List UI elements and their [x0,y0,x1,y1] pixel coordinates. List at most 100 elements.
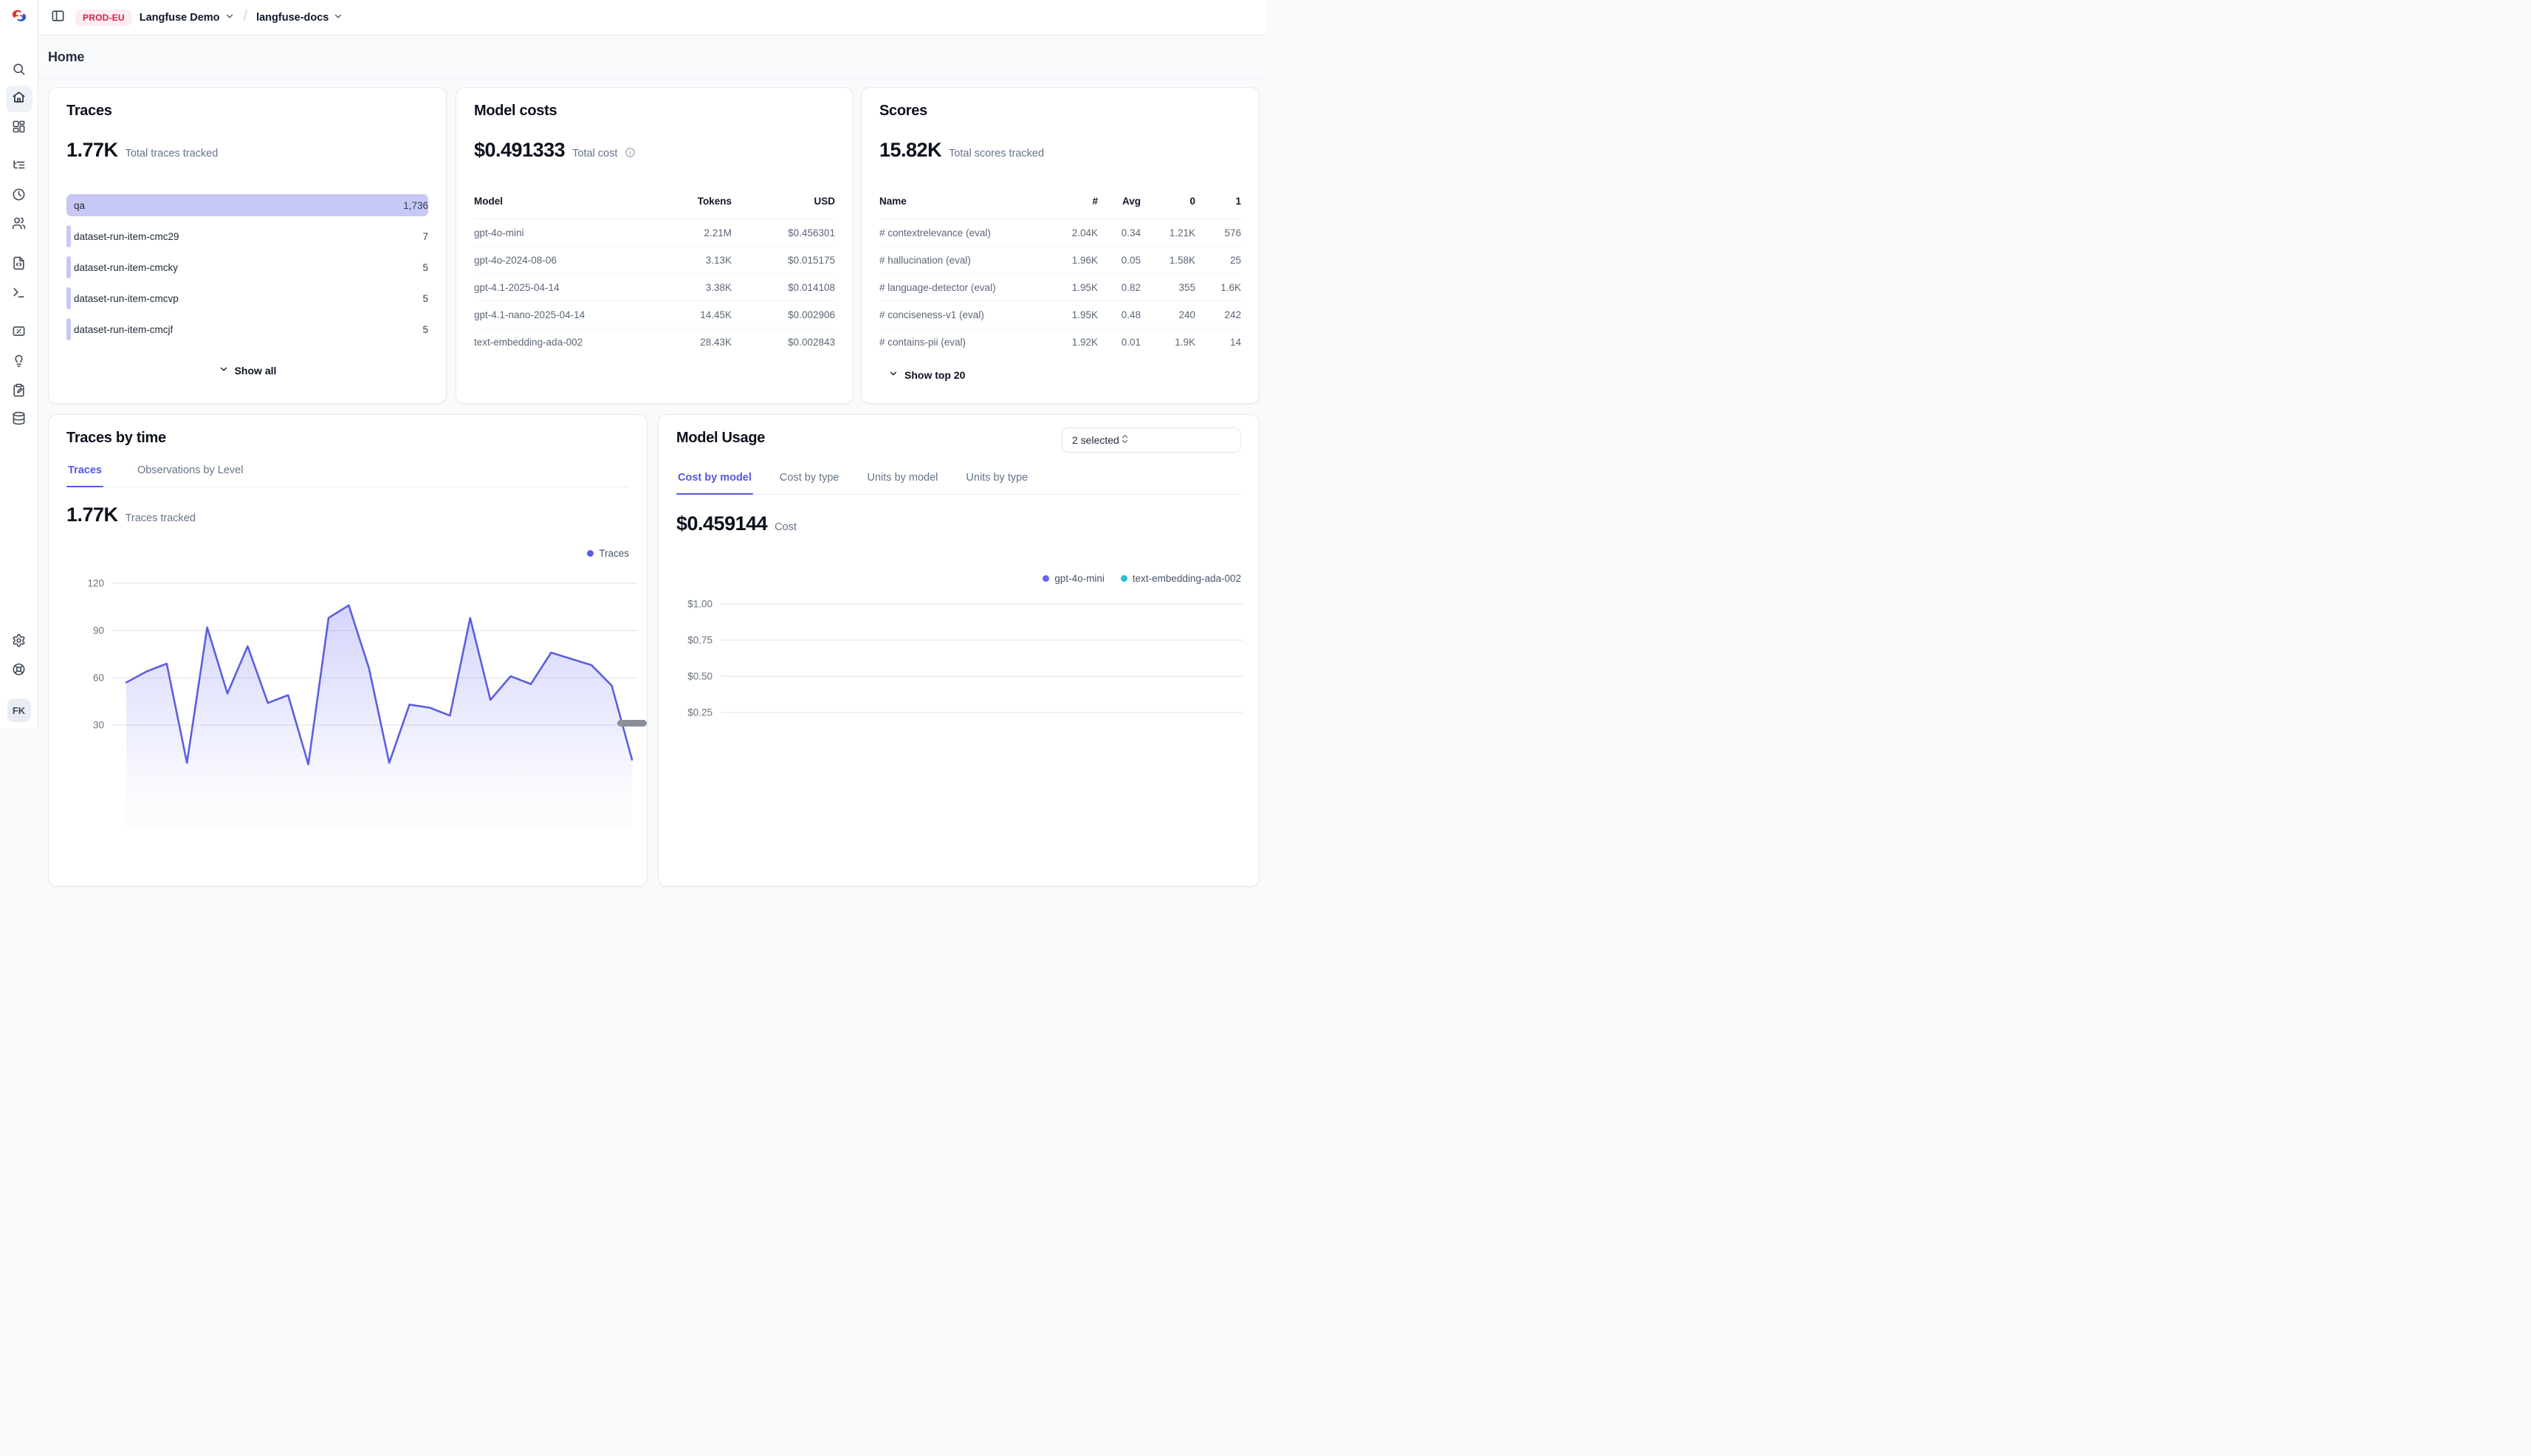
column-header: Tokens [697,196,732,207]
chevron-down-icon [219,364,229,377]
column-header: USD [814,196,835,207]
model-usage-tabs: Cost by model Cost by type Units by model U… [676,472,1241,495]
sidebar-item-database[interactable] [6,407,32,433]
search-icon [12,62,26,80]
panel-left-icon [51,9,65,27]
tab-observations-by-level[interactable]: Observations by Level [136,464,244,487]
sidebar-item-support[interactable] [6,658,32,684]
sidebar-item-annotation[interactable] [6,349,32,376]
table-cell: 576 [1224,227,1241,238]
table-cell: 1.92K [1071,337,1098,348]
bar-label: dataset-run-item-cmcky [74,261,179,273]
sidebar-item-sessions[interactable] [6,183,32,210]
total-cost-metric: $0.491333 [474,139,566,161]
sidebar-item-evaluation[interactable] [6,320,32,346]
table-row: text-embedding-ada-002 28.43K $0.002843 [474,329,835,356]
bar-fill [66,194,428,216]
sidebar: FK [0,0,38,728]
legend-item: text-embedding-ada-002 [1120,573,1241,584]
bar-fill [66,256,71,278]
scores-card: Scores 15.82K Total scores tracked Name #… [861,87,1260,404]
column-header: # [1092,196,1098,207]
table-cell: 2.21M [704,227,732,238]
trace-bar-row: dataset-run-item-cmcvp 5 [66,287,428,309]
table-cell: 1.6K [1220,281,1241,293]
sidebar-item-settings[interactable] [6,629,32,656]
bar-label: qa [74,199,86,211]
table-cell: text-embedding-ada-002 [474,337,583,348]
horizontal-scrollbar-thumb[interactable] [617,720,647,727]
table-cell: gpt-4.1-2025-04-14 [474,281,560,293]
column-header: Avg [1122,196,1141,207]
sidebar-item-tracing[interactable] [6,154,32,180]
tab-units-by-type[interactable]: Units by type [964,472,1029,494]
page-title: Home [48,49,85,64]
clock-icon [12,188,26,205]
tab-units-by-model[interactable]: Units by model [866,472,940,494]
tab-cost-by-model[interactable]: Cost by model [676,472,753,495]
sidebar-item-datasets[interactable] [6,379,32,405]
table-cell: 1.96K [1071,254,1098,266]
model-select[interactable]: 2 selected [1062,427,1241,453]
table-row: gpt-4.1-nano-2025-04-14 14.45K $0.002906 [474,301,835,329]
table-cell: 1.9K [1175,337,1195,348]
table-row: # language-detector (eval) 1.95K 0.82 355 1.… [879,274,1241,301]
project-switcher[interactable]: langfuse-docs [256,11,343,24]
lightbulb-icon [12,354,26,371]
sidebar-item-playground[interactable] [6,281,32,308]
home-icon [12,90,26,108]
trace-bar-row: dataset-run-item-cmc29 7 [66,225,428,247]
org-name: Langfuse Demo [139,11,220,24]
avatar[interactable]: FK [7,698,31,722]
toggle-sidebar-button[interactable] [47,7,68,28]
gear-icon [12,633,26,651]
sidebar-item-prompts[interactable] [6,252,32,278]
table-row: gpt-4o-2024-08-06 3.13K $0.015175 [474,247,835,274]
chevron-down-icon [888,368,899,381]
show-top-20-button[interactable]: Show top 20 [888,368,965,381]
table-row: # hallucination (eval) 1.96K 0.05 1.58K 25 [879,247,1241,274]
database-icon [12,411,26,429]
bar-value: 1,736 [403,199,428,211]
sidebar-item-dashboards[interactable] [6,115,32,142]
model-costs-table: Model Tokens USD gpt-4o-mini 2.21M $0.456301 g… [474,196,835,356]
column-header: Name [879,196,907,207]
trace-bar-row: dataset-run-item-cmcky 5 [66,256,428,278]
legend-label: gpt-4o-mini [1054,573,1105,584]
langfuse-logo-icon[interactable] [10,7,29,24]
table-cell: 0.05 [1121,254,1141,266]
table-cell: # contains-pii (eval) [879,337,966,348]
org-switcher[interactable]: Langfuse Demo [140,11,235,24]
table-row: # contains-pii (eval) 1.92K 0.01 1.9K 14 [879,329,1241,356]
column-header: Model [474,196,503,207]
table-cell: 0.34 [1121,227,1141,238]
trace-bar-row: dataset-run-item-cmcjf 5 [66,318,428,340]
table-cell: 1.95K [1071,309,1098,320]
sidebar-item-search[interactable] [6,58,32,84]
table-header: Model Tokens USD [474,196,835,219]
legend-dot-icon [1043,575,1050,582]
traces-by-time-card: Traces by time Traces Observations by Lev… [48,414,648,887]
sidebar-item-home[interactable] [5,86,32,112]
table-cell: # conciseness-v1 (eval) [879,309,984,320]
layout-dashboard-icon [12,120,26,137]
chevrons-up-down-icon [1119,433,1130,447]
clipboard-pen-icon [12,383,26,401]
legend-dot-icon [1120,575,1127,582]
sidebar-item-users[interactable] [6,212,32,238]
column-header: 1 [1235,196,1241,207]
table-header: Name # Avg 0 1 [879,196,1241,219]
traces-total-label: Total traces tracked [125,148,219,159]
show-all-button[interactable]: Show all [219,364,276,377]
table-row: # contextrelevance (eval) 2.04K 0.34 1.21K 5… [879,219,1241,247]
table-cell: 1.21K [1169,227,1195,238]
info-icon[interactable] [625,147,636,162]
tab-traces[interactable]: Traces [66,464,103,487]
traces-bar-list: qa 1,736 dataset-run-item-cmc29 7 dataset-ru… [66,194,428,340]
usage-cost-label: Cost [775,521,797,533]
bar-value: 5 [422,261,428,273]
bar-value: 5 [422,292,428,304]
table-cell: $0.002843 [788,337,835,348]
tab-cost-by-type[interactable]: Cost by type [778,472,841,494]
usage-cost-metric: $0.459144 [676,512,768,535]
